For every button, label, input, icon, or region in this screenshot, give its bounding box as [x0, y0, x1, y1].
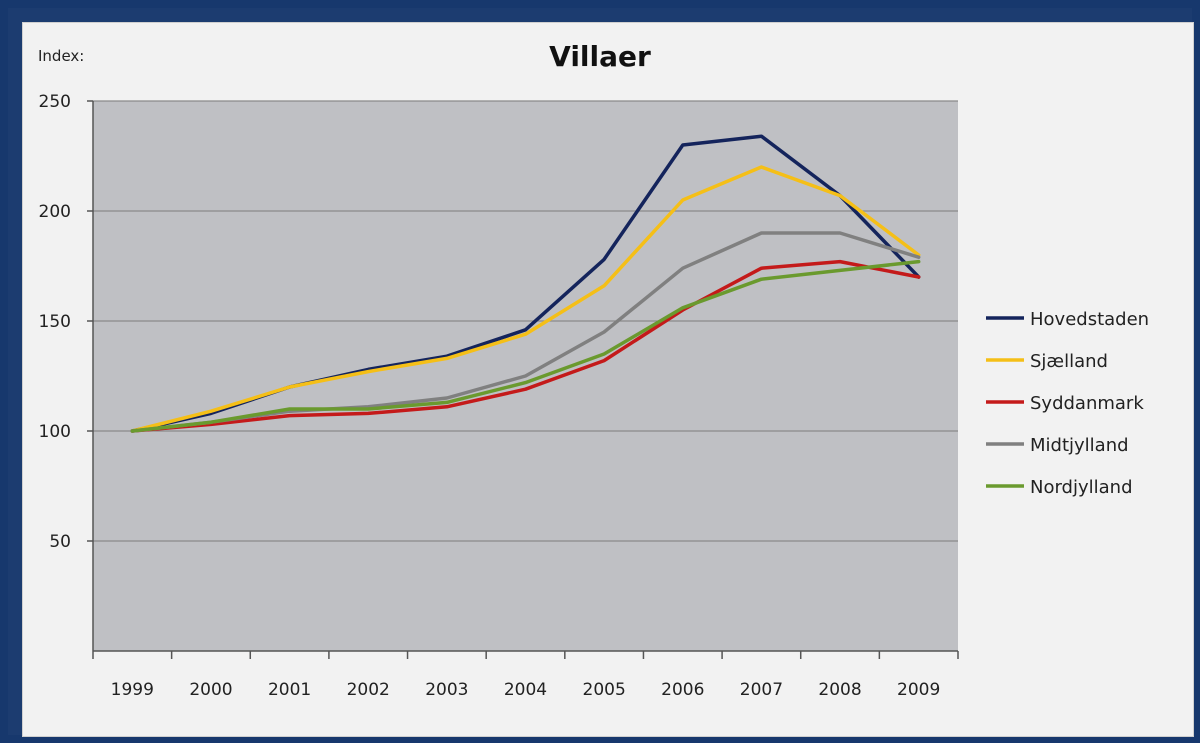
series-line-nordjylland — [130, 259, 921, 433]
x-tick-label: 2007 — [740, 680, 783, 700]
series-line-sjælland — [130, 165, 921, 433]
x-tick-label: 2009 — [897, 680, 940, 700]
y-tick-label: 200 — [39, 202, 71, 222]
series-lines — [130, 134, 921, 433]
legend-label: Hovedstaden — [1030, 309, 1149, 330]
gridlines — [93, 100, 958, 542]
x-tick-label: 2006 — [661, 680, 704, 700]
y-tick-label: 100 — [39, 422, 71, 442]
x-tick-label: 2000 — [189, 680, 232, 700]
x-tick-label: 2004 — [504, 680, 547, 700]
x-tick-label: 2005 — [583, 680, 626, 700]
y-axis-label: Index: — [38, 47, 84, 65]
x-tick-label: 2003 — [425, 680, 468, 700]
x-tick-label: 1999 — [111, 680, 154, 700]
legend-label: Midtjylland — [1030, 435, 1129, 456]
series-line-syddanmark — [130, 259, 921, 433]
axes: 50 100 150 200 250 1999 2000 2001 2002 2003 2004 20… — [39, 92, 959, 700]
chart-title: Villaer — [549, 40, 651, 73]
legend: Hovedstaden Sjælland Syddanmark Midtjylland… — [986, 309, 1149, 498]
y-tick-label: 50 — [49, 532, 71, 552]
legend-label: Syddanmark — [1030, 393, 1144, 414]
x-tick-label: 2002 — [347, 680, 390, 700]
x-tick-label: 2001 — [268, 680, 311, 700]
y-tick-label: 250 — [39, 92, 71, 112]
x-tick-label: 2008 — [818, 680, 861, 700]
y-tick-label: 150 — [39, 312, 71, 332]
legend-label: Nordjylland — [1030, 477, 1133, 498]
legend-label: Sjælland — [1030, 351, 1108, 372]
